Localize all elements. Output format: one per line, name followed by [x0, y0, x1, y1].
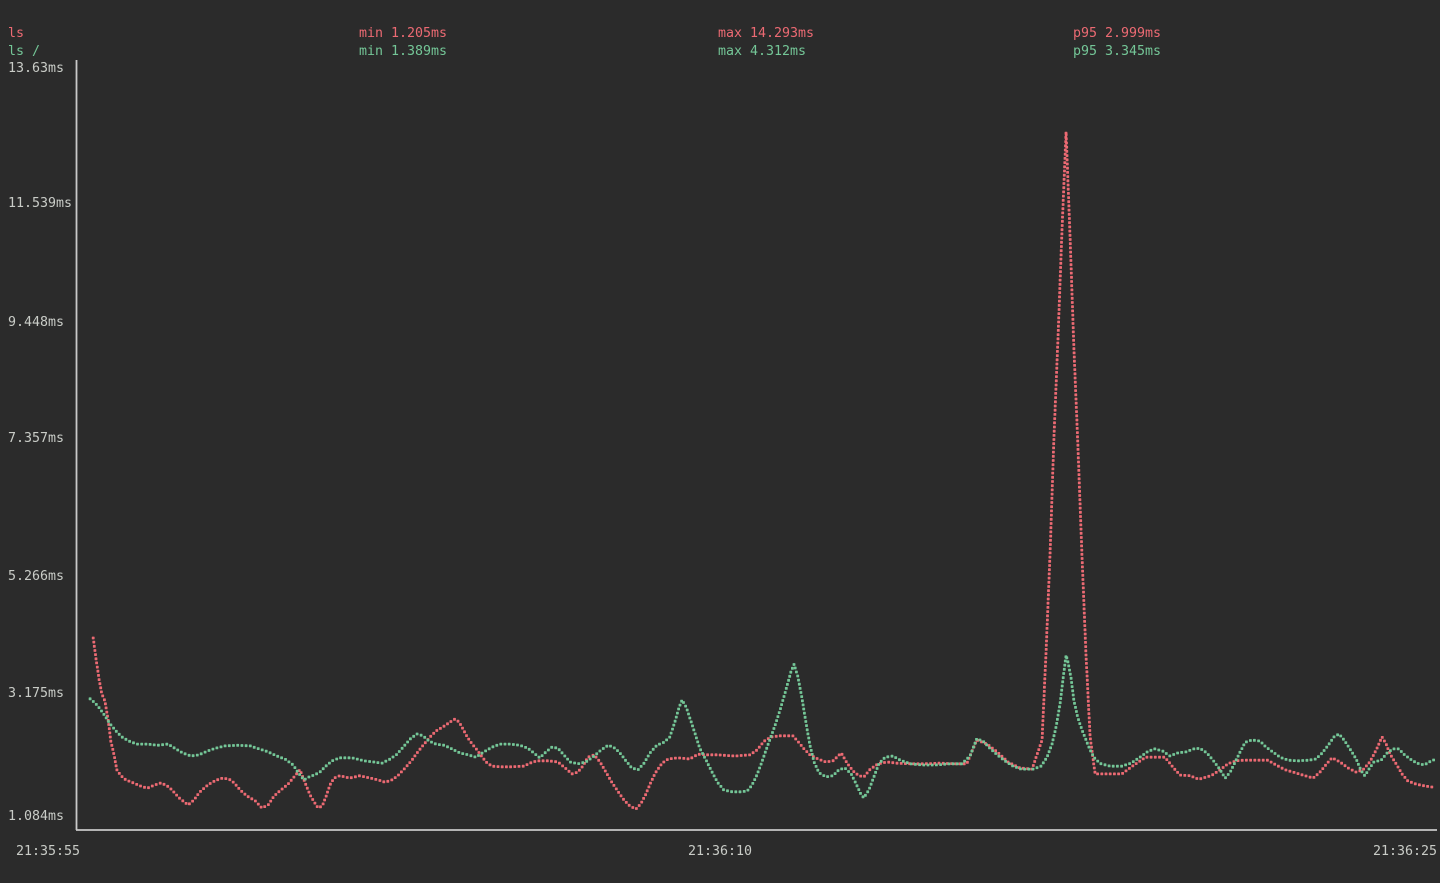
series-dots-ls-slash — [88, 655, 1435, 799]
y-axis-tick-label: 7.357ms — [8, 430, 65, 446]
y-axis-tick-label: 11.539ms — [8, 195, 73, 211]
x-axis-tick-label: 21:35:55 — [16, 844, 81, 859]
y-axis-tick-label: 13.63ms — [8, 60, 65, 76]
legend-command-ls: ls — [8, 26, 25, 41]
y-axis-tick-label: 5.266ms — [8, 568, 65, 584]
stat-max-ls: max 14.293ms — [718, 26, 815, 41]
stat-p95-ls: p95 2.999ms — [1073, 26, 1162, 41]
x-axis-tick-label: 21:36:10 — [688, 844, 753, 859]
legend-command-ls-slash: ls / — [8, 44, 41, 59]
y-axis-tick-label: 9.448ms — [8, 314, 65, 330]
y-axis-tick-label: 1.084ms — [8, 808, 65, 824]
stat-max-ls-slash: max 4.312ms — [718, 44, 807, 59]
stat-min-ls: min 1.205ms — [359, 26, 448, 41]
y-axis-tick-label: 3.175ms — [8, 685, 65, 701]
stat-min-ls-slash: min 1.389ms — [359, 44, 448, 59]
x-axis-tick-label: 21:36:25 — [1372, 844, 1437, 859]
series-dots-ls — [91, 131, 1434, 810]
stat-p95-ls-slash: p95 3.345ms — [1073, 44, 1162, 59]
